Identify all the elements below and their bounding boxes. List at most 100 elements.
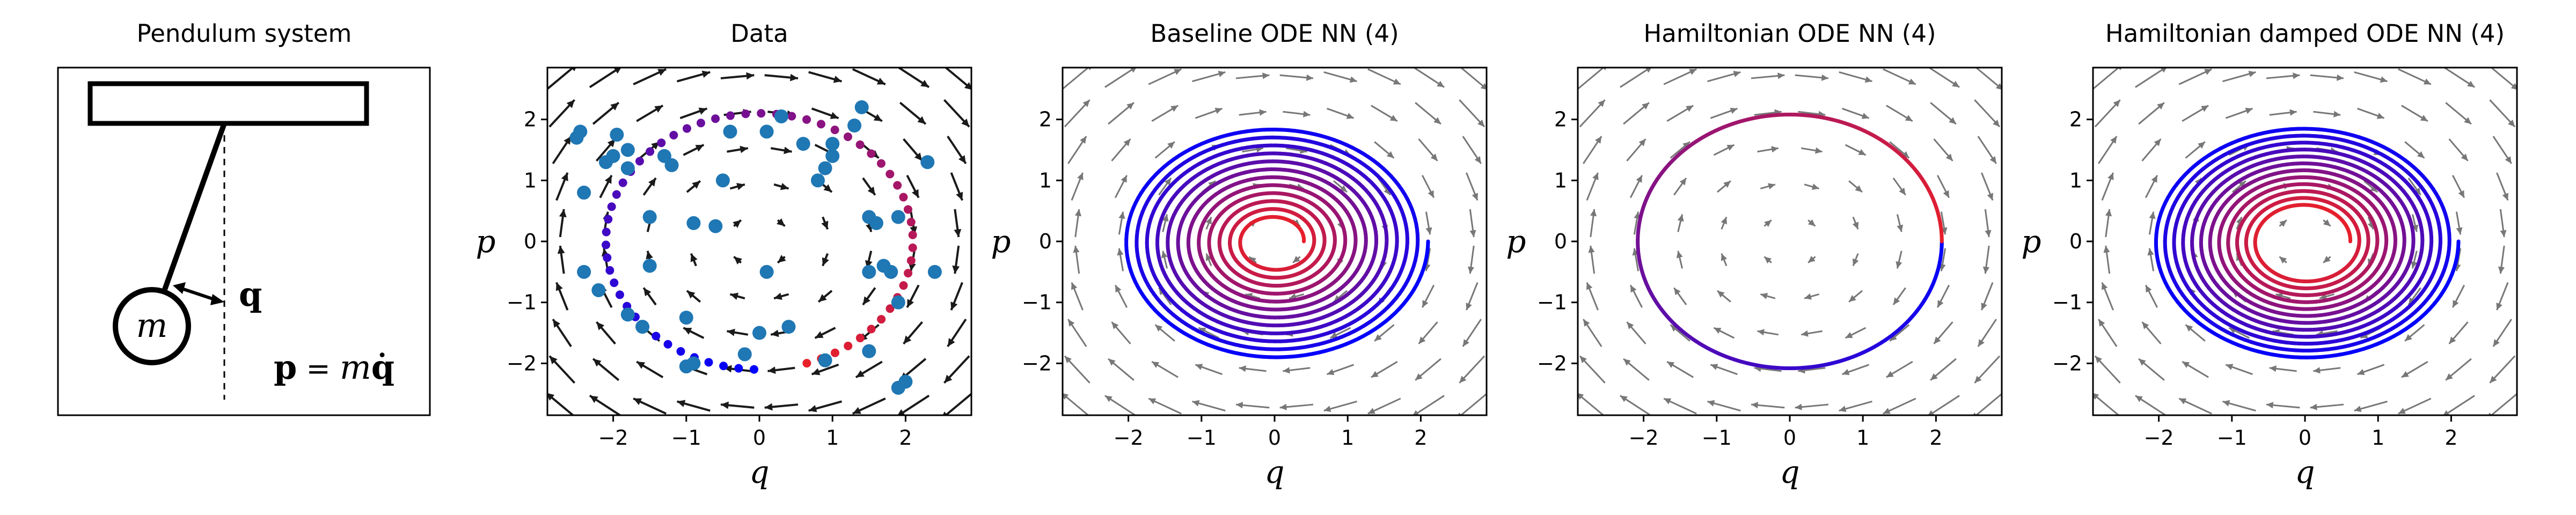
field-arrow <box>1371 105 1398 122</box>
trajectory-point <box>696 119 705 128</box>
field-arrow-head <box>1721 253 1728 261</box>
field-arrow <box>1974 99 2001 128</box>
field-arrow <box>1721 216 1728 230</box>
field-arrow <box>2145 284 2158 308</box>
field-arrow-head <box>1981 303 1987 311</box>
axes-frame <box>1577 67 2003 416</box>
field-arrow <box>2148 211 2156 235</box>
field-arrow-head <box>1472 193 1479 201</box>
field-arrow <box>950 282 963 311</box>
field-arrow <box>950 172 963 201</box>
field-arrow <box>548 355 576 384</box>
field-arrow-head <box>1842 369 1850 376</box>
field-arrow <box>683 144 705 156</box>
data-point <box>752 326 766 340</box>
field-arrow <box>1713 144 1735 156</box>
field-arrow-head <box>1858 149 1866 155</box>
field-arrow-head <box>1262 72 1270 79</box>
field-arrow-head <box>2266 402 2274 409</box>
field-arrow-head <box>2411 261 2418 269</box>
field-arrow <box>1676 251 1684 269</box>
field-arrow-head <box>2405 334 2412 341</box>
field-arrow-head <box>1192 400 1200 407</box>
trajectory-line <box>1124 127 1430 359</box>
field-arrow <box>633 68 667 86</box>
y-tick-label: 1 <box>1554 168 1567 192</box>
field-arrow <box>676 400 711 412</box>
field-arrow <box>729 292 745 300</box>
field-arrow <box>589 394 622 415</box>
data-point <box>825 149 840 163</box>
trajectory-point <box>612 190 621 199</box>
field-arrow-head <box>2204 69 2212 75</box>
field-arrow-head <box>1821 74 1829 81</box>
trajectory-line <box>1636 113 1944 370</box>
field-arrow <box>906 284 920 308</box>
plot-area <box>1578 68 2002 415</box>
field-arrow-head <box>1303 111 1311 117</box>
field-arrow <box>1670 141 1690 159</box>
field-arrow-head <box>547 393 555 401</box>
field-arrow-head <box>1073 246 1080 253</box>
field-arrow-head <box>1930 373 1938 380</box>
trajectory-point <box>741 109 750 119</box>
field-arrow-head <box>1897 224 1904 232</box>
field-arrow-head <box>1645 68 1652 73</box>
field-arrow <box>1154 141 1175 159</box>
field-arrow-head <box>964 82 971 90</box>
field-arrow-head <box>1161 251 1168 259</box>
field-arrow <box>1418 138 1438 161</box>
field-arrow <box>1586 172 1599 201</box>
field-arrow-head <box>648 178 656 187</box>
field-arrow-head <box>1592 172 1599 180</box>
field-arrow-head <box>2449 336 2456 344</box>
field-arrow <box>595 321 616 345</box>
trajectory-point <box>669 130 678 139</box>
field-arrow <box>683 327 705 339</box>
trajectory-point <box>843 132 852 141</box>
field-arrow <box>729 183 745 190</box>
field-arrow <box>852 68 886 86</box>
data-point <box>810 173 825 188</box>
field-arrow <box>1111 321 1131 344</box>
field-arrow-head <box>1111 322 1119 329</box>
field-arrow <box>552 135 572 165</box>
field-arrow-head <box>1386 151 1394 158</box>
field-arrow-head <box>2461 153 2468 161</box>
field-arrow <box>1148 68 1182 85</box>
field-arrow-head <box>1590 209 1597 217</box>
field-arrow <box>1889 324 1910 342</box>
trajectory-point <box>830 126 839 135</box>
field-arrow-head <box>908 262 916 271</box>
field-arrow <box>2445 102 2472 125</box>
field-arrow-head <box>701 70 711 78</box>
x-tick-label: 1 <box>826 426 839 450</box>
data-point <box>610 128 624 142</box>
field-arrow-head <box>571 68 576 71</box>
field-arrow-head <box>1768 183 1775 190</box>
field-arrow <box>2138 358 2165 381</box>
field-arrow <box>1198 327 1220 339</box>
field-arrow-head <box>1677 214 1684 222</box>
field-arrow <box>1108 102 1135 125</box>
field-arrow-head <box>1945 153 1953 161</box>
field-arrow <box>1064 99 1091 128</box>
trajectory-point <box>704 358 713 367</box>
field-arrow-head <box>2423 78 2431 85</box>
field-arrow-head <box>1893 297 1900 305</box>
field-arrow <box>1713 327 1735 339</box>
trajectory-point <box>607 202 616 211</box>
y-tick-label: −1 <box>1537 291 1567 314</box>
field-arrow <box>2178 398 2212 415</box>
trajectory-point <box>906 217 916 226</box>
field-arrow-head <box>2238 181 2246 188</box>
vector-field <box>1578 68 2002 415</box>
field-arrow <box>555 282 569 311</box>
field-arrow-head <box>1808 255 1816 263</box>
field-arrow <box>1151 105 1179 122</box>
field-arrow <box>1936 175 1950 198</box>
field-arrow-head <box>1811 183 1819 190</box>
field-arrow-head <box>1710 364 1718 370</box>
